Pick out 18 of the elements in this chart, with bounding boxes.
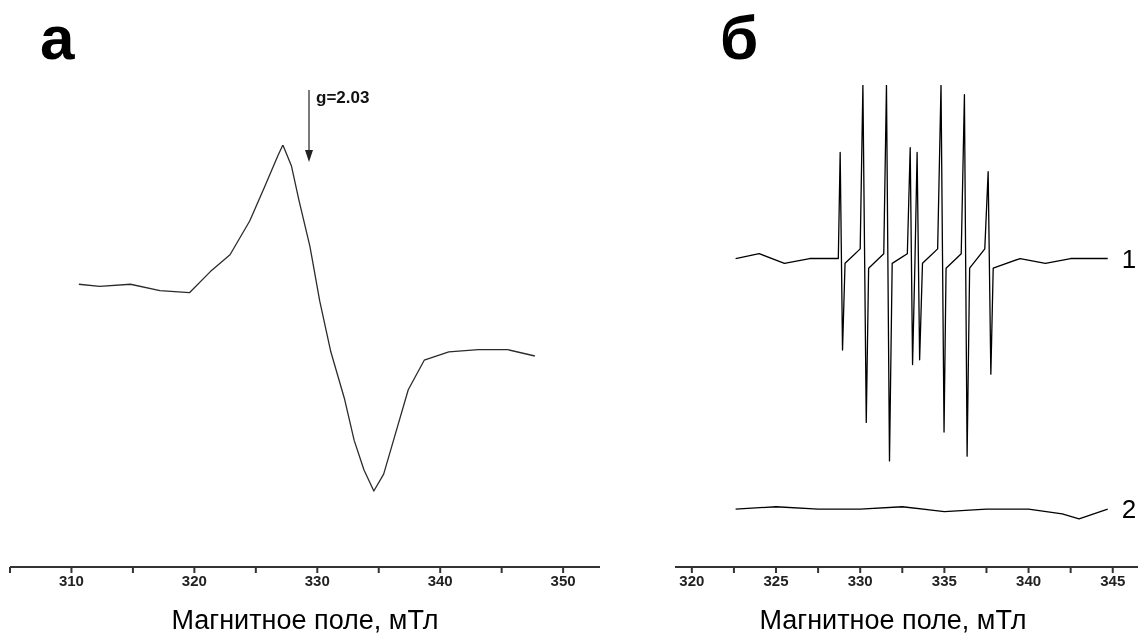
x-axis-title: Магнитное поле, мТл [171,605,439,635]
series-label: 2 [1121,494,1137,525]
x-tick-label: 325 [763,571,789,589]
chart-title: а [40,2,75,73]
x-tick-label: 350 [550,571,576,589]
x-tick-label: 330 [304,571,330,589]
x-tick-label: 320 [679,571,705,589]
text: g=2.03 [316,88,370,108]
chart-title: б [720,2,759,73]
x-tick-label: 335 [931,571,957,589]
x-tick-label: 330 [847,571,873,589]
x-tick-label: 340 [1016,571,1042,589]
x-axis-title: Магнитное поле, мТл [759,605,1027,635]
series-label: 1 [1121,243,1137,274]
x-tick-label: 345 [1100,571,1126,589]
x-tick-label: 310 [58,571,84,589]
x-tick-label: 320 [181,571,207,589]
x-tick-label: 340 [427,571,453,589]
